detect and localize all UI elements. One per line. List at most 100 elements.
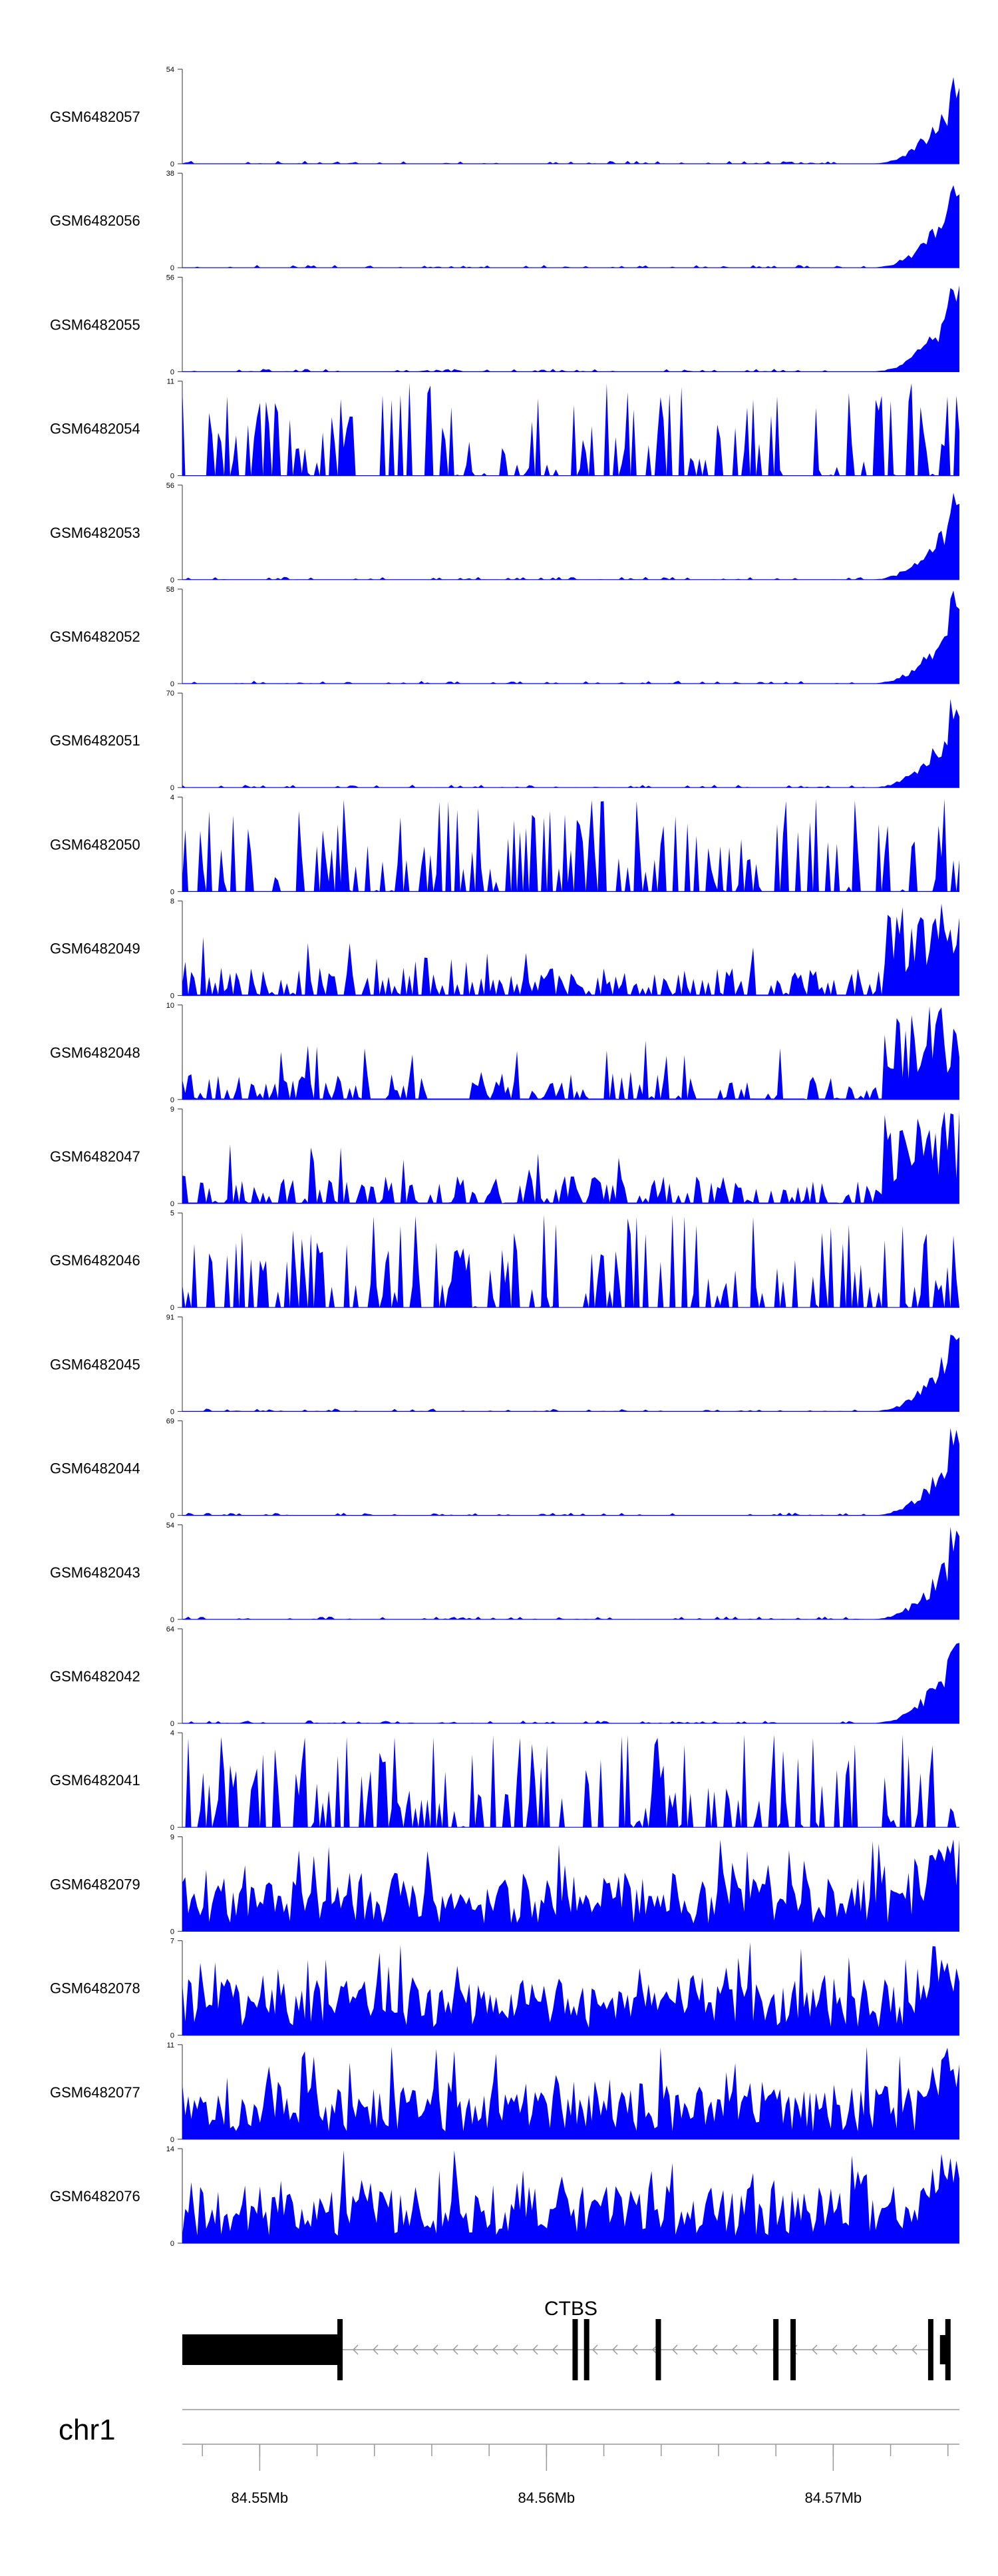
strand-arrow xyxy=(811,2344,818,2355)
coverage-area xyxy=(182,1214,959,1308)
strand-arrow xyxy=(372,2344,379,2355)
track-label: GSM6482055 xyxy=(50,316,140,333)
y-max-label: 91 xyxy=(166,1313,174,1321)
coverage-area xyxy=(182,77,959,164)
track-label: GSM6482076 xyxy=(50,2188,140,2205)
exon-mark xyxy=(572,2319,578,2380)
exon-mark xyxy=(790,2319,796,2380)
coverage-area xyxy=(182,383,959,476)
y-min-label: 0 xyxy=(170,2136,174,2144)
exon-mark xyxy=(337,2319,343,2380)
strand-arrow xyxy=(611,2344,618,2355)
track-GSM6482049: GSM6482049 8 0 xyxy=(50,898,959,1000)
track-label: GSM6482052 xyxy=(50,628,140,645)
y-max-label: 54 xyxy=(166,66,174,74)
y-min-label: 0 xyxy=(170,1824,174,1832)
y-max-label: 9 xyxy=(170,1833,174,1841)
y-min-label: 0 xyxy=(170,2240,174,2248)
track-label: GSM6482050 xyxy=(50,836,140,853)
track-label: GSM6482045 xyxy=(50,1356,140,1373)
track-label: GSM6482048 xyxy=(50,1044,140,1061)
track-GSM6482079: GSM6482079 9 0 xyxy=(50,1833,959,1936)
y-min-label: 0 xyxy=(170,368,174,376)
strand-arrow xyxy=(392,2344,399,2355)
y-min-label: 0 xyxy=(170,992,174,1000)
y-max-label: 56 xyxy=(166,482,174,490)
strand-arrow xyxy=(352,2344,359,2355)
track-GSM6482050: GSM6482050 4 0 xyxy=(50,793,959,896)
y-max-label: 11 xyxy=(167,2041,174,2049)
y-max-label: 8 xyxy=(170,898,174,906)
track-label: GSM6482078 xyxy=(50,1980,140,1997)
track-GSM6482048: GSM6482048 10 0 xyxy=(50,1002,959,1104)
exon-mark xyxy=(927,2319,933,2380)
gene-track: CTBS xyxy=(182,2298,951,2380)
y-min-label: 0 xyxy=(170,264,174,272)
strand-arrow xyxy=(831,2344,838,2355)
track-GSM6482076: GSM6482076 14 0 xyxy=(50,2145,959,2248)
coverage-area xyxy=(182,1942,959,2036)
genome-axis: chr1 84.55Mb 84.56Mb 84.57Mb xyxy=(59,2409,959,2506)
track-GSM6482053: GSM6482053 56 0 xyxy=(50,482,959,584)
track-GSM6482044: GSM6482044 69 0 xyxy=(50,1418,959,1520)
strand-arrow xyxy=(911,2344,917,2355)
y-max-label: 54 xyxy=(166,1522,174,1530)
y-max-label: 4 xyxy=(170,793,174,801)
track-label: GSM6482057 xyxy=(50,108,140,125)
coverage-area xyxy=(182,285,959,372)
y-min-label: 0 xyxy=(170,888,174,896)
y-min-label: 0 xyxy=(170,1408,174,1416)
y-max-label: 14 xyxy=(166,2145,174,2153)
y-max-label: 58 xyxy=(166,586,174,594)
strand-arrow xyxy=(751,2344,758,2355)
track-GSM6482077: GSM6482077 11 0 xyxy=(50,2041,959,2144)
y-min-label: 0 xyxy=(170,1928,174,1936)
coverage-area xyxy=(182,590,959,684)
coverage-tracks: GSM6482057540GSM6482056380GSM6482055560G… xyxy=(50,66,959,2248)
y-max-label: 10 xyxy=(166,1002,174,1010)
strand-arrow xyxy=(412,2344,418,2355)
y-min-label: 0 xyxy=(170,473,174,481)
strand-arrow xyxy=(851,2344,858,2355)
track-GSM6482078: GSM6482078 7 0 xyxy=(50,1938,959,2040)
track-label: GSM6482053 xyxy=(50,525,140,541)
y-min-label: 0 xyxy=(170,784,174,792)
track-GSM6482046: GSM6482046 5 0 xyxy=(50,1209,959,1312)
y-max-label: 70 xyxy=(166,690,174,698)
strand-arrow xyxy=(691,2344,698,2355)
track-GSM6482047: GSM6482047 9 0 xyxy=(50,1106,959,1208)
y-min-label: 0 xyxy=(170,1304,174,1312)
strand-arrow xyxy=(532,2344,538,2355)
y-min-label: 0 xyxy=(170,2032,174,2040)
axis-tick-label: 84.56Mb xyxy=(518,2489,576,2506)
utr-block-right xyxy=(939,2335,949,2364)
coverage-area xyxy=(182,1643,959,1723)
coverage-area xyxy=(182,1839,959,1932)
y-max-label: 69 xyxy=(166,1418,174,1426)
y-max-label: 9 xyxy=(170,1106,174,1114)
track-GSM6482041: GSM6482041 4 0 xyxy=(50,1729,959,1832)
coverage-area xyxy=(182,2150,959,2243)
track-label: GSM6482047 xyxy=(50,1148,140,1165)
track-GSM6482052: GSM6482052 58 0 xyxy=(50,586,959,688)
y-max-label: 4 xyxy=(170,1729,174,1737)
strand-arrow xyxy=(512,2344,518,2355)
track-GSM6482042: GSM6482042 64 0 xyxy=(50,1625,959,1728)
coverage-area xyxy=(182,185,959,268)
strand-arrow xyxy=(552,2344,558,2355)
track-label: GSM6482051 xyxy=(50,732,140,749)
track-label: GSM6482041 xyxy=(50,1772,140,1789)
coverage-area xyxy=(182,1526,959,1619)
strand-arrow xyxy=(871,2344,878,2355)
y-min-label: 0 xyxy=(170,576,174,584)
track-label: GSM6482054 xyxy=(50,421,140,437)
coverage-area xyxy=(182,1735,959,1828)
track-label: GSM6482049 xyxy=(50,941,140,957)
axis-tick-label: 84.57Mb xyxy=(805,2489,862,2506)
track-label: GSM6482046 xyxy=(50,1252,140,1269)
strand-arrow xyxy=(591,2344,598,2355)
track-label: GSM6482056 xyxy=(50,212,140,229)
y-min-label: 0 xyxy=(170,680,174,688)
chromosome-label: chr1 xyxy=(59,2414,116,2446)
coverage-area xyxy=(182,1335,959,1412)
